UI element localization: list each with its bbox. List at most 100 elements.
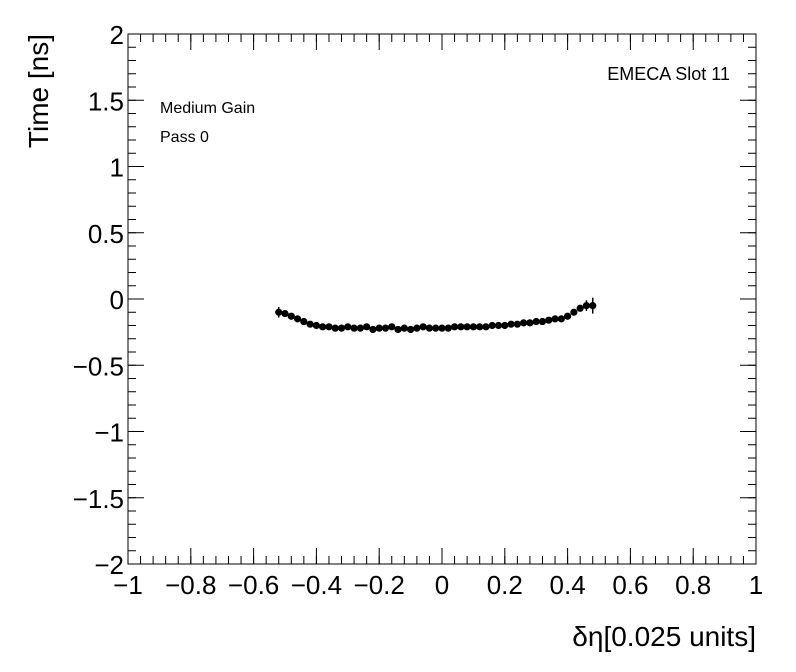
data-point xyxy=(312,321,320,330)
y-tick-label: −0.5 xyxy=(73,351,124,381)
data-marker xyxy=(545,316,553,324)
data-marker xyxy=(450,323,459,331)
data-point xyxy=(520,319,528,327)
data-point xyxy=(306,320,314,328)
annotation-medium-gain: Medium Gain xyxy=(160,100,255,117)
data-marker xyxy=(494,321,503,330)
data-point xyxy=(582,300,591,311)
data-marker xyxy=(375,324,383,332)
data-marker xyxy=(482,323,490,331)
data-marker xyxy=(564,312,572,320)
y-tick-label: −1 xyxy=(94,418,124,448)
data-marker xyxy=(488,321,496,330)
data-point xyxy=(476,323,484,331)
data-point xyxy=(394,325,402,334)
data-marker xyxy=(407,325,415,334)
data-point xyxy=(356,324,364,332)
data-point xyxy=(463,323,471,331)
x-tick-label: 0.8 xyxy=(675,570,711,600)
data-point xyxy=(545,316,553,324)
data-marker xyxy=(432,324,440,332)
x-axis-label: δη[0.025 units] xyxy=(572,621,756,652)
data-point xyxy=(407,325,415,334)
data-marker xyxy=(287,312,295,320)
data-marker xyxy=(419,323,427,331)
data-point xyxy=(557,315,565,323)
data-marker xyxy=(400,324,408,332)
data-point xyxy=(350,324,358,332)
data-point xyxy=(337,324,346,332)
x-tick-label: 1 xyxy=(749,570,763,600)
data-point xyxy=(363,323,371,331)
data-marker xyxy=(293,315,302,323)
data-marker xyxy=(532,317,540,326)
data-point xyxy=(331,324,339,332)
annotation-slot: EMECA Slot 11 xyxy=(607,64,730,84)
data-point xyxy=(425,324,434,332)
data-point xyxy=(450,323,459,331)
x-tick-label: −0.4 xyxy=(291,570,342,600)
y-axis-label: Time [ns] xyxy=(23,34,54,148)
data-marker xyxy=(381,324,390,332)
x-tick-label: 0.2 xyxy=(487,570,523,600)
y-tick-label: 0 xyxy=(110,285,124,315)
data-marker xyxy=(520,319,528,327)
data-point xyxy=(457,323,465,331)
data-marker xyxy=(394,325,402,334)
data-point xyxy=(494,321,503,330)
x-tick-label: 0.4 xyxy=(550,570,586,600)
data-point xyxy=(488,321,496,330)
data-point xyxy=(419,323,427,331)
data-point xyxy=(526,319,534,327)
data-marker xyxy=(325,323,333,331)
x-tick-label: −0.2 xyxy=(354,570,405,600)
x-tick-label: 0.6 xyxy=(612,570,648,600)
data-point xyxy=(513,320,521,328)
data-marker xyxy=(425,324,434,332)
y-tick-label: 1 xyxy=(110,153,124,183)
data-marker xyxy=(576,304,584,312)
y-tick-label: 0.5 xyxy=(88,219,124,249)
data-marker xyxy=(312,321,320,330)
data-marker xyxy=(356,324,364,332)
data-marker xyxy=(469,323,477,331)
data-marker xyxy=(300,317,308,326)
data-point xyxy=(388,323,396,331)
y-tick-label: −2 xyxy=(94,550,124,580)
x-tick-label: 0 xyxy=(435,570,449,600)
data-marker xyxy=(507,320,515,328)
data-point xyxy=(319,323,327,331)
y-tick-label: −1.5 xyxy=(73,484,124,514)
data-point xyxy=(438,324,446,332)
data-point xyxy=(375,324,383,332)
data-point xyxy=(551,315,559,323)
data-point xyxy=(538,317,547,326)
x-tick-labels: −1 −0.8 −0.6 −0.4 −0.2 0 0.2 0.4 0.6 0.8 1 xyxy=(113,570,763,600)
x-tick-label: −0.6 xyxy=(228,570,279,600)
data-point xyxy=(576,304,584,312)
data-point xyxy=(432,324,440,332)
data-marker xyxy=(413,324,421,332)
data-point xyxy=(444,324,452,332)
data-marker xyxy=(476,323,484,331)
data-point xyxy=(381,324,390,332)
data-point xyxy=(564,312,572,320)
data-point xyxy=(344,323,352,331)
data-point xyxy=(507,320,515,328)
data-marker xyxy=(306,320,314,328)
data-point xyxy=(369,325,377,334)
data-marker xyxy=(501,321,509,330)
data-marker xyxy=(388,323,396,331)
data-marker xyxy=(331,324,339,332)
data-point xyxy=(413,324,421,332)
data-marker xyxy=(281,309,289,318)
data-point xyxy=(400,324,408,332)
data-marker xyxy=(570,308,578,316)
data-point xyxy=(275,306,283,318)
x-tick-label: −1 xyxy=(113,570,143,600)
data-point xyxy=(300,317,308,326)
data-marker xyxy=(457,323,465,331)
major-ticks xyxy=(127,33,757,565)
